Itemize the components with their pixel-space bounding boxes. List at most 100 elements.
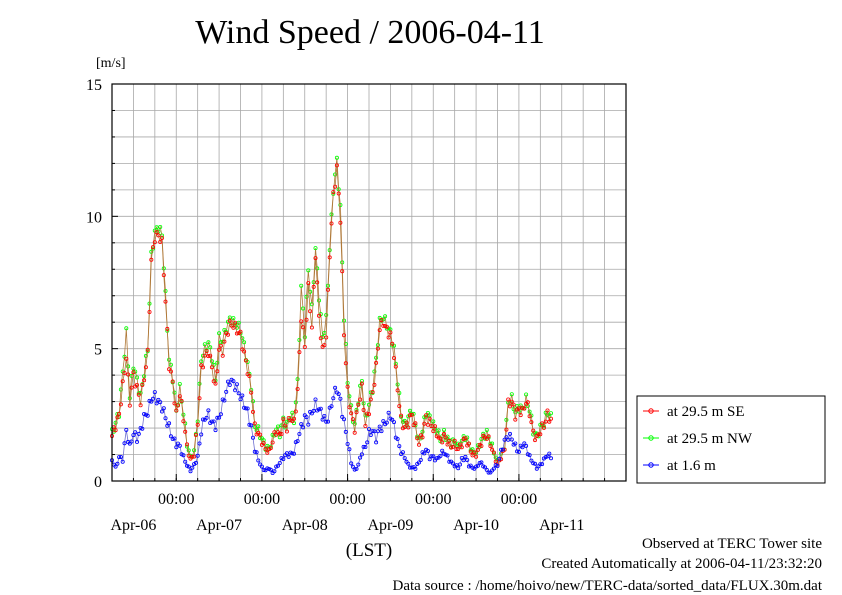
data-point bbox=[465, 435, 470, 440]
data-point bbox=[407, 408, 412, 413]
data-point bbox=[363, 423, 368, 428]
data-point bbox=[359, 452, 364, 457]
data-point bbox=[352, 467, 357, 472]
data-point bbox=[295, 439, 300, 444]
data-point bbox=[240, 336, 245, 341]
data-point bbox=[118, 387, 123, 392]
data-point bbox=[356, 462, 361, 467]
data-point bbox=[422, 451, 427, 456]
data-point bbox=[402, 456, 407, 461]
data-point bbox=[179, 398, 184, 403]
data-point bbox=[527, 453, 532, 458]
data-point bbox=[506, 397, 511, 402]
data-point bbox=[199, 359, 204, 364]
data-point bbox=[434, 456, 439, 461]
data-point bbox=[268, 446, 273, 451]
data-point bbox=[202, 353, 207, 358]
data-point bbox=[488, 443, 493, 448]
data-point bbox=[133, 369, 138, 374]
data-point bbox=[215, 360, 220, 365]
data-point bbox=[543, 455, 548, 460]
data-point bbox=[366, 402, 371, 407]
data-point bbox=[506, 437, 511, 442]
data-point bbox=[349, 411, 354, 416]
data-point bbox=[150, 396, 155, 401]
data-point bbox=[425, 422, 430, 427]
data-point bbox=[134, 375, 139, 380]
data-point bbox=[413, 421, 418, 426]
data-point bbox=[149, 249, 154, 254]
data-point bbox=[242, 405, 247, 410]
data-point bbox=[231, 316, 236, 321]
x-time-tick-label: 00:00 bbox=[158, 491, 194, 508]
data-point bbox=[391, 355, 396, 360]
data-point bbox=[304, 415, 309, 420]
data-point bbox=[120, 379, 125, 384]
data-point bbox=[486, 434, 491, 439]
data-point bbox=[195, 422, 200, 427]
data-point bbox=[252, 421, 257, 426]
data-point bbox=[361, 444, 366, 449]
data-point bbox=[275, 463, 280, 468]
data-point bbox=[250, 409, 255, 414]
data-point bbox=[168, 369, 173, 374]
data-point bbox=[250, 435, 255, 440]
data-point bbox=[300, 325, 305, 330]
data-point bbox=[381, 317, 386, 322]
data-point bbox=[447, 459, 452, 464]
data-point bbox=[299, 422, 304, 427]
data-point bbox=[142, 378, 147, 383]
data-point bbox=[209, 365, 214, 370]
data-point bbox=[113, 464, 118, 469]
series-points-0 bbox=[110, 163, 554, 467]
data-point bbox=[395, 436, 400, 441]
data-point bbox=[520, 445, 525, 450]
data-point bbox=[370, 389, 375, 394]
data-point bbox=[531, 461, 536, 466]
data-point bbox=[206, 340, 211, 345]
data-point bbox=[302, 344, 307, 349]
data-point bbox=[518, 413, 523, 418]
data-point bbox=[391, 420, 396, 425]
data-point bbox=[329, 212, 334, 217]
data-point bbox=[256, 424, 261, 429]
data-point bbox=[204, 349, 209, 354]
data-point bbox=[509, 399, 514, 404]
data-point bbox=[404, 420, 409, 425]
data-point bbox=[306, 281, 311, 286]
data-point bbox=[309, 325, 314, 330]
data-point bbox=[177, 443, 182, 448]
data-point bbox=[272, 469, 277, 474]
data-point bbox=[236, 391, 241, 396]
data-point bbox=[172, 401, 177, 406]
data-point bbox=[163, 288, 168, 293]
data-point bbox=[295, 386, 300, 391]
data-point bbox=[431, 454, 436, 459]
data-point bbox=[443, 435, 448, 440]
data-point bbox=[327, 255, 332, 260]
x-day-tick-label: Apr-06 bbox=[110, 517, 156, 534]
data-point bbox=[215, 415, 220, 420]
data-point bbox=[516, 449, 521, 454]
data-point bbox=[538, 462, 543, 467]
data-point bbox=[386, 335, 391, 340]
data-point bbox=[361, 407, 366, 412]
data-point bbox=[441, 427, 446, 432]
data-point bbox=[511, 402, 516, 407]
data-point bbox=[324, 419, 329, 424]
data-point bbox=[424, 413, 429, 418]
data-point bbox=[470, 453, 475, 458]
data-point bbox=[366, 427, 371, 432]
data-point bbox=[258, 432, 263, 437]
data-point bbox=[150, 245, 155, 250]
data-point bbox=[161, 406, 166, 411]
data-point bbox=[245, 406, 250, 411]
data-point bbox=[124, 356, 129, 361]
data-point bbox=[190, 454, 195, 459]
data-point bbox=[186, 453, 191, 458]
data-point bbox=[297, 337, 302, 342]
data-point bbox=[365, 411, 370, 416]
data-point bbox=[158, 400, 163, 405]
data-point bbox=[134, 439, 139, 444]
data-point bbox=[290, 451, 295, 456]
